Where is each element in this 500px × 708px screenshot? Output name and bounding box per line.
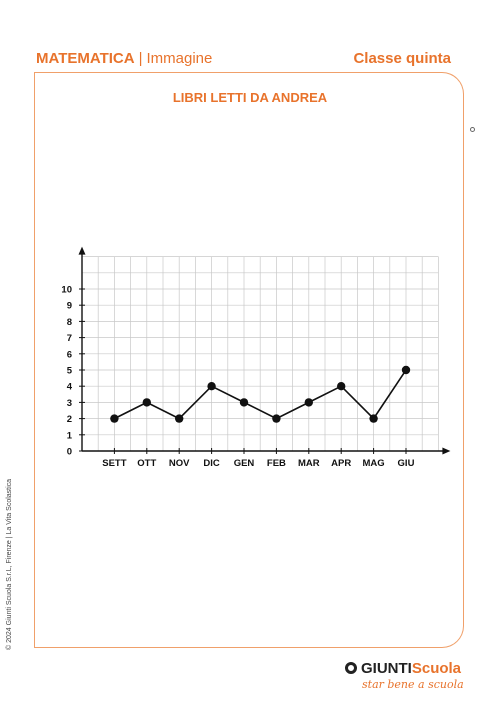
x-tick-label: FEB bbox=[267, 458, 286, 469]
x-tick-label: DIC bbox=[203, 458, 220, 469]
x-tick-labels: SETT OTT NOV DIC GEN FEB MAR APR MAG GIU bbox=[102, 448, 415, 469]
data-point bbox=[272, 414, 281, 423]
logo-wordmark: GIUNTIScuola bbox=[361, 660, 461, 677]
data-point bbox=[369, 414, 378, 423]
y-tick-label: 4 bbox=[67, 382, 73, 393]
x-tick-label: GIU bbox=[398, 458, 415, 469]
small-dot-icon bbox=[470, 127, 475, 132]
data-point bbox=[304, 398, 313, 407]
page-frame-left bbox=[34, 72, 35, 648]
y-axis-arrow-icon bbox=[78, 246, 86, 255]
chart-title: LIBRI LETTI DA ANDREA bbox=[172, 90, 328, 105]
data-point bbox=[207, 382, 216, 391]
y-tick-label: 10 bbox=[61, 285, 72, 296]
x-tick-label: NOV bbox=[169, 458, 190, 469]
copyright-text: © 2024 Giunti Scuola S.r.L, Firenze | La… bbox=[6, 478, 13, 650]
data-point bbox=[401, 365, 411, 375]
y-tick-label: 7 bbox=[67, 333, 72, 344]
y-tick-label: 6 bbox=[67, 349, 72, 360]
data-point bbox=[239, 398, 249, 407]
header-separator: | bbox=[138, 50, 143, 67]
y-tick-label: 5 bbox=[67, 366, 73, 377]
logo-tagline: star bene a scuola bbox=[362, 678, 464, 691]
kind-label: Immagine bbox=[146, 50, 213, 67]
x-tick-label: MAG bbox=[363, 458, 385, 469]
data-point bbox=[142, 398, 151, 407]
y-tick-label: 9 bbox=[67, 301, 72, 312]
y-tick-label: 8 bbox=[67, 317, 72, 328]
class-label: Classe quinta bbox=[353, 50, 451, 67]
data-series bbox=[110, 365, 411, 423]
chart-grid bbox=[81, 256, 439, 452]
logo-word-1: GIUNTI bbox=[361, 660, 412, 677]
y-tick-label: 2 bbox=[67, 414, 72, 425]
y-tick-label: 3 bbox=[67, 398, 72, 409]
logo-word-2: Scuola bbox=[411, 660, 462, 677]
chart-axes bbox=[78, 246, 451, 455]
logo-mark-icon bbox=[345, 662, 357, 674]
y-tick-label: 0 bbox=[67, 447, 72, 458]
page-frame bbox=[34, 72, 464, 648]
data-point bbox=[175, 414, 184, 423]
x-tick-label: SETT bbox=[102, 458, 126, 469]
y-tick-label: 1 bbox=[67, 430, 73, 441]
series-line bbox=[114, 369, 407, 420]
x-tick-label: APR bbox=[331, 458, 351, 469]
publisher-logo: GIUNTIScuola star bene a scuola bbox=[345, 660, 465, 696]
data-point bbox=[337, 382, 346, 391]
x-tick-label: MAR bbox=[298, 458, 320, 469]
subject-label: MATEMATICA bbox=[36, 50, 135, 67]
y-tick-labels: 0 1 2 3 4 5 6 7 8 9 10 bbox=[61, 285, 85, 458]
x-tick-label: OTT bbox=[137, 458, 156, 469]
header-left: MATEMATICA | Immagine bbox=[36, 50, 212, 67]
x-tick-label: GEN bbox=[234, 458, 255, 469]
x-axis-arrow-icon bbox=[442, 447, 451, 455]
data-point bbox=[110, 414, 119, 423]
